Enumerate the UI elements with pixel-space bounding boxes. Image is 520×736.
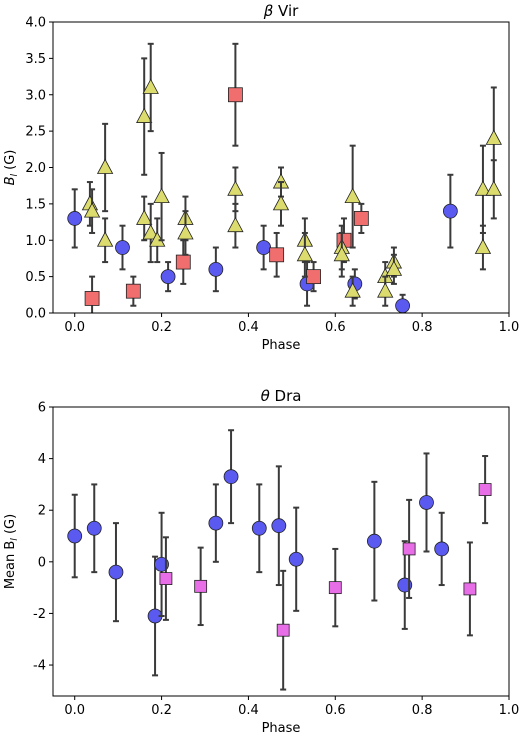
axes-frame [52,406,510,697]
data-point-circle [395,298,410,313]
x-tick-label: 0.2 [151,320,172,335]
y-tick-label: 3.0 [25,88,46,103]
data-point-circle [67,528,83,544]
plot-area [67,429,492,691]
data-point-triangle [96,158,114,174]
data-point-square [227,87,243,103]
data-point-circle [271,518,287,534]
data-point-triangle [344,282,361,298]
data-point-triangle [333,245,350,262]
data-point-triangle [377,282,394,298]
data-point-square [194,579,208,593]
data-point-square [328,581,342,595]
data-point-triangle [83,202,101,218]
x-tick-label: 0.6 [325,703,346,718]
data-point-circle [442,203,458,219]
plot-area [67,42,502,313]
data-point-circle [366,533,382,549]
x-tick-label: 0.2 [151,703,172,718]
y-tick-label: 1.5 [25,197,46,212]
y-tick-label: 1.0 [25,234,46,249]
y-axis-label: Mean Bl (G) [3,514,20,589]
beta-vir-panel: β Vir 0.0 0.2 0.4 0.6 0.8 1.0 0.0 0.5 1.0 1.5 2.0 2.… [3,2,519,353]
axes-frame [52,21,510,314]
data-point-square [276,623,290,637]
data-point-triangle [485,129,502,145]
y-tick-label: 2.0 [25,161,46,176]
data-point-square [478,483,492,496]
data-point-square [306,269,321,285]
x-tick-label: 0.8 [412,320,433,335]
data-point-circle [288,551,304,567]
y-tick-label: 3.5 [25,52,46,67]
x-tick-label: 0.0 [64,703,85,718]
data-point-triangle [177,224,194,240]
data-point-square [402,542,416,556]
x-tick-label: 0.0 [64,320,85,335]
data-point-square [175,254,191,270]
y-tick-label: 2.5 [25,125,46,140]
data-point-triangle [227,216,244,233]
data-point-triangle [474,238,492,254]
data-point-triangle [96,231,114,247]
data-point-square [269,247,285,263]
data-point-square [353,211,369,226]
y-axis-label: Bl (G) [3,150,20,186]
x-tick-label: 0.4 [238,703,259,718]
data-point-circle [419,495,434,510]
y-tick-label: 0 [38,555,46,570]
x-tick-label: 1.0 [499,320,520,335]
data-point-triangle [474,180,492,196]
y-tick-label: -4 [33,659,46,674]
data-point-circle [251,520,267,536]
data-point-triangle [153,187,170,204]
data-point-circle [86,520,102,536]
data-point-triangle [142,224,159,240]
data-point-triangle [272,195,290,211]
data-point-circle [115,240,130,255]
y-tick-label: 4.0 [25,16,46,31]
data-point-triangle [385,260,403,276]
data-point-circle [67,211,83,226]
data-point-circle [108,564,124,580]
theta-dra-panel: θ Dra 0.0 0.2 0.4 0.6 0.8 1.0 -4 -2 0 2 4 6 Phase Mean… [3,387,519,736]
data-point-triangle [296,245,314,262]
chart-title: β Vir [263,2,299,20]
data-point-circle [256,240,272,255]
y-tick-label: 6 [38,401,46,416]
y-tick-label: 2 [38,504,46,519]
y-tick-label: 0.0 [25,307,46,322]
data-point-circle [160,269,176,285]
x-tick-label: 0.4 [238,320,259,335]
x-axis-label: Phase [262,721,301,736]
x-tick-label: 0.6 [325,320,346,335]
data-point-square [84,291,100,306]
data-point-circle [208,261,224,277]
data-point-triangle [136,107,153,123]
x-axis-label: Phase [262,338,301,353]
data-point-triangle [142,78,159,94]
data-point-triangle [136,209,153,225]
y-tick-label: -2 [33,607,46,622]
data-point-square [159,572,173,585]
data-point-square [125,283,141,299]
x-tick-label: 0.8 [412,703,433,718]
data-point-circle [223,469,239,485]
data-point-square [463,582,477,596]
data-point-triangle [344,187,361,204]
data-point-circle [208,515,224,531]
x-tick-label: 1.0 [499,703,520,718]
y-tick-label: 4 [38,452,46,467]
data-point-triangle [485,180,502,196]
chart-title: θ Dra [261,387,302,405]
data-point-triangle [227,180,244,196]
data-point-circle [434,541,450,557]
y-tick-label: 0.5 [25,270,46,285]
